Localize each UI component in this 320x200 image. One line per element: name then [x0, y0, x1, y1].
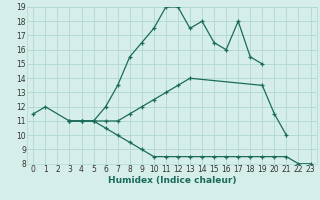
X-axis label: Humidex (Indice chaleur): Humidex (Indice chaleur) [108, 176, 236, 185]
